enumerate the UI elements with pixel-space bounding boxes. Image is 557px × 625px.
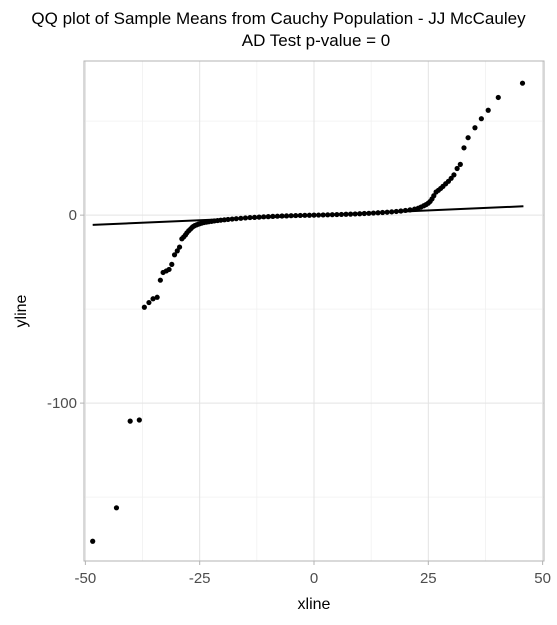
data-point bbox=[283, 213, 290, 219]
x-tick-label: 25 bbox=[420, 570, 437, 587]
data-point bbox=[225, 216, 231, 223]
data-point bbox=[256, 214, 262, 220]
data-point bbox=[478, 116, 484, 122]
data-point bbox=[293, 212, 299, 219]
data-point bbox=[261, 214, 267, 220]
data-point bbox=[238, 215, 244, 221]
data-point bbox=[338, 211, 345, 218]
y-axis-title: yline bbox=[13, 294, 30, 327]
data-point bbox=[154, 294, 160, 300]
data-point bbox=[311, 212, 317, 218]
data-point bbox=[379, 209, 386, 216]
data-point bbox=[402, 207, 409, 214]
data-point bbox=[270, 213, 276, 219]
data-point bbox=[127, 418, 133, 424]
data-point bbox=[169, 261, 175, 267]
data-point bbox=[320, 212, 326, 218]
data-point bbox=[461, 145, 467, 151]
data-point bbox=[454, 165, 460, 172]
data-point bbox=[141, 304, 147, 310]
x-tick-label: -25 bbox=[189, 570, 211, 587]
data-point bbox=[457, 161, 463, 167]
data-point bbox=[393, 208, 399, 215]
data-point bbox=[485, 107, 491, 113]
data-point bbox=[352, 211, 358, 217]
y-tick-label: -100 bbox=[47, 395, 77, 412]
data-point bbox=[315, 212, 322, 218]
data-point bbox=[519, 80, 526, 86]
x-tick-label: 50 bbox=[534, 570, 551, 587]
x-axis-ticks: -50 -25 0 25 50 bbox=[75, 561, 551, 587]
data-point bbox=[431, 193, 437, 199]
data-points bbox=[90, 80, 526, 544]
data-point bbox=[166, 266, 172, 273]
data-point bbox=[113, 505, 120, 511]
y-tick-label: 0 bbox=[69, 207, 77, 224]
data-point bbox=[370, 210, 377, 216]
data-point bbox=[229, 216, 235, 222]
data-point bbox=[297, 212, 303, 219]
y-axis-ticks: 0 -100 bbox=[47, 207, 84, 412]
data-point bbox=[465, 135, 471, 141]
data-point bbox=[265, 214, 271, 220]
data-point bbox=[302, 212, 308, 218]
data-point bbox=[325, 212, 331, 218]
data-point bbox=[361, 210, 367, 217]
data-point bbox=[274, 213, 281, 219]
data-point bbox=[407, 207, 413, 213]
data-point bbox=[472, 125, 478, 131]
data-point bbox=[242, 215, 249, 221]
data-point bbox=[384, 209, 390, 215]
data-point bbox=[398, 208, 404, 214]
data-point bbox=[451, 172, 457, 178]
data-point bbox=[174, 248, 180, 254]
data-point bbox=[366, 210, 372, 216]
data-point bbox=[288, 213, 294, 219]
data-point bbox=[495, 94, 501, 101]
x-tick-label: -50 bbox=[75, 570, 97, 587]
x-tick-label: 0 bbox=[310, 570, 318, 587]
data-point bbox=[329, 212, 335, 218]
x-axis-title: xline bbox=[298, 596, 331, 613]
data-point bbox=[247, 214, 253, 221]
data-point bbox=[334, 211, 340, 218]
data-point bbox=[251, 214, 258, 220]
chart-subtitle: AD Test p-value = 0 bbox=[242, 31, 391, 50]
data-point bbox=[136, 417, 142, 423]
data-point bbox=[375, 210, 381, 216]
data-point bbox=[343, 211, 349, 217]
data-point bbox=[279, 213, 285, 219]
data-point bbox=[146, 299, 152, 306]
chart-title: QQ plot of Sample Means from Cauchy Popu… bbox=[31, 9, 526, 28]
data-point bbox=[176, 244, 183, 250]
data-point bbox=[157, 277, 163, 283]
data-point bbox=[389, 209, 395, 215]
data-point bbox=[171, 252, 178, 258]
data-point bbox=[150, 296, 156, 302]
data-point bbox=[90, 538, 96, 544]
data-point bbox=[347, 211, 354, 217]
data-point bbox=[306, 212, 313, 218]
data-point bbox=[233, 216, 239, 222]
data-point bbox=[357, 211, 363, 217]
